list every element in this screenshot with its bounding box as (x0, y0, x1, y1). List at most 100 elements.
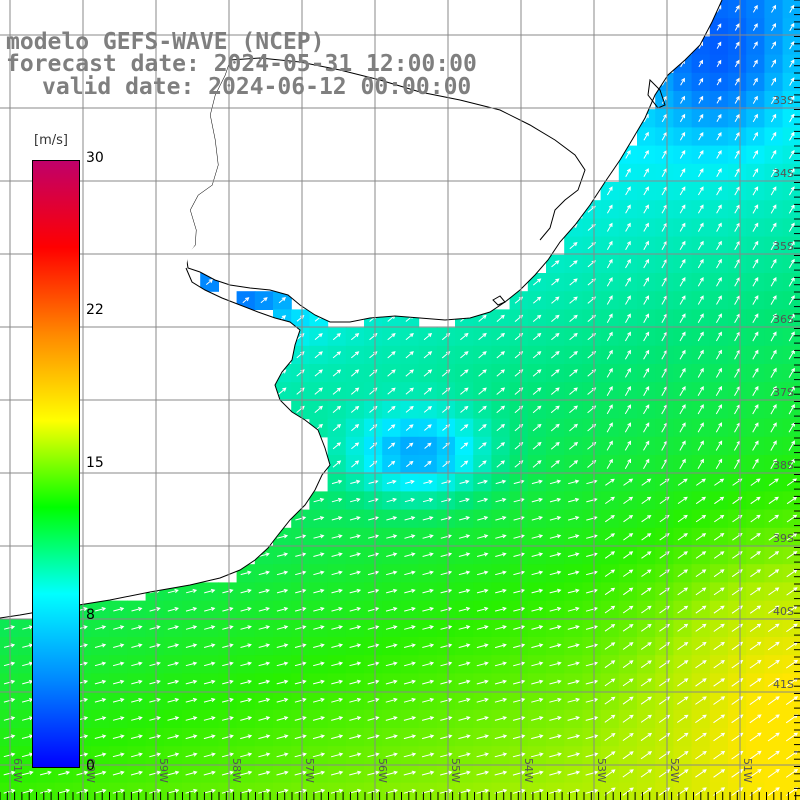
latitude-label: 41S (773, 678, 794, 691)
wind-arrow (532, 296, 542, 304)
wind-arrow (276, 679, 289, 685)
wind-arrow (458, 625, 471, 630)
wind-arrow (276, 588, 289, 594)
wind-arrow (604, 678, 616, 687)
wind-arrow (715, 313, 722, 324)
wind-arrow (770, 113, 777, 123)
wind-arrow (785, 696, 799, 706)
wind-arrow (767, 623, 780, 633)
wind-arrow (752, 295, 759, 305)
wind-arrow (276, 534, 289, 539)
wind-arrow (785, 732, 799, 742)
longitude-label: 51W (741, 758, 754, 783)
wind-arrow (786, 551, 798, 559)
latitude-labels: 33S 34S 35S 36S 37S 38S 39S 40S 41S (773, 94, 794, 691)
wind-arrow (734, 113, 740, 123)
wind-arrow (458, 534, 471, 539)
wind-arrow (495, 552, 507, 557)
wind-arrow (697, 240, 704, 251)
wind-arrow (149, 607, 161, 612)
wind-arrow (749, 696, 762, 706)
wind-arrow (512, 697, 526, 703)
wind-arrow (567, 770, 581, 776)
wind-arrow (788, 403, 795, 415)
wind-arrow (478, 369, 487, 377)
wind-arrow (643, 150, 649, 159)
wind-arrow (332, 460, 342, 468)
wind-arrow (513, 606, 526, 612)
wind-arrow (130, 788, 144, 794)
wind-arrow (770, 403, 777, 415)
wind-arrow (789, 113, 795, 123)
wind-arrow (643, 131, 649, 141)
wind-arrow (679, 240, 686, 251)
wind-arrow (476, 661, 489, 667)
wind-arrow (549, 497, 562, 503)
wind-arrow (531, 643, 544, 649)
wind-arrow (295, 516, 307, 521)
wind-arrow (167, 643, 180, 648)
wind-arrow (767, 659, 780, 669)
wind-arrow (716, 168, 722, 178)
wind-arrow (698, 59, 704, 68)
wind-arrow (440, 734, 453, 740)
wind-arrow (403, 643, 416, 648)
wind-arrow (716, 41, 722, 49)
wind-arrow (512, 770, 526, 776)
wind-arrow (695, 732, 707, 742)
wind-arrow (167, 752, 180, 758)
wind-arrow (789, 4, 795, 13)
wind-arrow (185, 643, 198, 648)
wind-arrow (406, 442, 414, 449)
wind-arrow (313, 552, 325, 557)
wind-arrow (314, 351, 323, 359)
wind-arrow (387, 387, 396, 395)
wind-arrow (331, 625, 344, 630)
wind-arrow (770, 313, 777, 324)
wind-arrow (385, 643, 398, 648)
wind-arrow (716, 23, 722, 31)
wind-arrow (622, 696, 634, 705)
wind-arrow (752, 440, 759, 451)
wind-arrow (697, 277, 704, 287)
wind-arrow (404, 607, 416, 612)
wind-arrow (295, 552, 307, 557)
wind-arrow (131, 607, 143, 612)
wind-arrow (716, 95, 722, 104)
wind-arrow (512, 734, 526, 740)
latitude-label: 35S (773, 240, 794, 253)
wind-arrow (130, 734, 143, 739)
wind-arrow (423, 387, 433, 395)
wind-arrow (713, 587, 725, 596)
wind-arrow (531, 534, 544, 539)
wind-arrow (185, 752, 198, 758)
wind-arrow (367, 679, 380, 685)
wind-arrow (531, 625, 544, 630)
wind-arrow (770, 222, 777, 232)
wind-arrow (478, 314, 487, 322)
wind-arrow (167, 661, 180, 667)
wind-arrow (276, 552, 289, 557)
wind-arrow (112, 734, 125, 739)
wind-arrow (585, 752, 599, 758)
wind-arrow (422, 570, 434, 576)
wind-arrow (771, 4, 777, 13)
wind-arrow (641, 551, 652, 559)
wind-arrow (569, 296, 578, 304)
wind-arrow (312, 716, 326, 721)
wind-arrow (788, 186, 795, 196)
wind-arrow (476, 697, 489, 703)
wind-arrow (604, 696, 616, 705)
wind-arrow (604, 624, 616, 632)
wind-arrow (640, 660, 652, 669)
wind-arrow (713, 696, 726, 705)
wind-arrow (679, 113, 686, 123)
longitude-label: 53W (595, 758, 608, 783)
wind-arrow (697, 386, 704, 396)
wind-arrow (167, 788, 180, 794)
wind-arrow (204, 607, 216, 612)
wind-arrow (532, 387, 542, 395)
wind-arrow (771, 77, 776, 86)
wind-arrow (349, 770, 362, 776)
